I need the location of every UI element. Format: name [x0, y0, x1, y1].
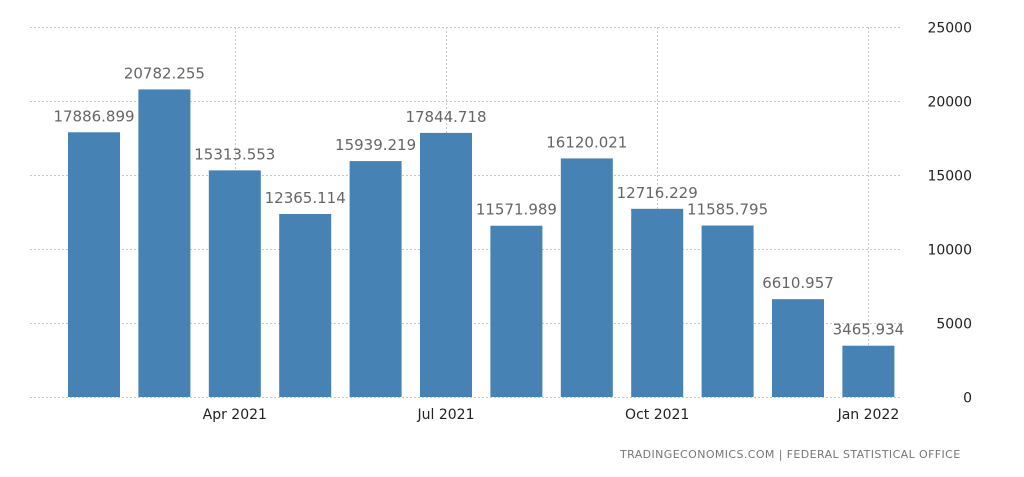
y-tick-label: 25000 [927, 21, 972, 37]
bar-value-label: 15939.219 [335, 136, 416, 154]
x-tick-label: Jul 2021 [417, 407, 475, 423]
bar [490, 225, 543, 397]
bar-value-label: 17844.718 [405, 108, 486, 126]
bar-value-label: 12365.114 [265, 189, 346, 207]
bar [68, 132, 120, 397]
x-tick-label: Jan 2022 [837, 407, 900, 423]
bar [279, 213, 332, 397]
bar [420, 132, 472, 397]
bar-value-label: 6610.957 [762, 274, 834, 292]
bar [208, 170, 261, 397]
source-attribution: TRADINGECONOMICS.COM | FEDERAL STATISTIC… [620, 448, 961, 461]
bar [772, 299, 824, 397]
y-tick-label: 15000 [927, 169, 972, 185]
x-tick-label: Oct 2021 [625, 407, 689, 423]
bar [349, 161, 402, 397]
y-tick-label: 0 [963, 391, 972, 407]
bar-value-label: 17886.899 [53, 107, 134, 125]
bar [701, 225, 754, 397]
bar [631, 208, 684, 397]
bars [68, 89, 895, 398]
bar [842, 345, 895, 397]
bar [138, 89, 191, 398]
bar-value-label: 11571.989 [476, 201, 557, 219]
bar-value-label: 3465.934 [833, 321, 905, 339]
y-tick-label: 20000 [927, 95, 972, 111]
bar-value-label: 12716.229 [617, 184, 698, 202]
bar [560, 158, 613, 397]
bar-value-label: 16120.021 [546, 133, 627, 151]
bar-value-label: 20782.255 [124, 64, 205, 82]
x-tick-label: Apr 2021 [203, 407, 267, 423]
x-axis-ticks: Apr 2021 Jul 2021 Oct 2021 Jan 2022 [203, 407, 900, 423]
data-labels: 17886.899 20782.255 15313.553 12365.114 1593… [53, 64, 904, 338]
y-axis-ticks: 0 5000 10000 15000 20000 25000 [927, 21, 972, 407]
bar-value-label: 15313.553 [194, 145, 275, 163]
y-tick-label: 10000 [927, 243, 972, 259]
bar-value-label: 11585.795 [687, 201, 768, 219]
y-tick-label: 5000 [936, 317, 972, 333]
